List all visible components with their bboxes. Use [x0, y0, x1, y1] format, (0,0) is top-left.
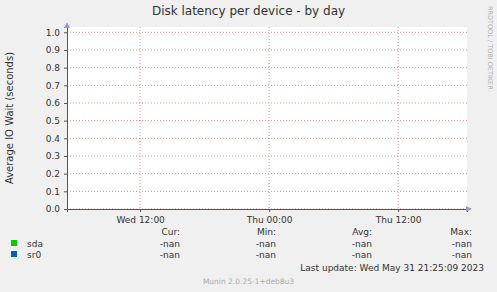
y-tick-mark [64, 68, 67, 69]
y-grid-line [67, 85, 467, 86]
y-tick-mark [64, 156, 67, 157]
x-axis-arrow [466, 206, 472, 212]
y-tick: 0.1 [46, 187, 67, 197]
y-tick: 0.4 [46, 134, 67, 144]
y-axis-line [64, 28, 68, 210]
y-tick-mark [64, 138, 67, 139]
legend-entry: sda [27, 239, 43, 249]
title: Disk latency per device - by day [152, 4, 345, 18]
y-tick: 0.9 [46, 45, 67, 55]
y-tick: 0.3 [46, 151, 67, 161]
x-grid-line [140, 27, 141, 209]
legend-stat: -nan [452, 239, 472, 249]
y-tick-label: 1.0 [46, 28, 61, 38]
y-tick-mark [64, 32, 67, 33]
y-tick-label: 0.3 [46, 151, 60, 161]
y-axis-arrow [64, 22, 70, 28]
y-grid-line [67, 173, 467, 174]
y-tick-mark [64, 85, 67, 86]
legend: Cur:Min:Avg:Max:sda-nan-nan-nan-nansr0-n… [11, 227, 472, 260]
legend-swatch [11, 240, 17, 246]
y-grid-line [67, 49, 467, 50]
y-grid-line [67, 120, 467, 121]
legend-column-header: Cur: [161, 227, 180, 237]
chart: Disk latency per device - by day RRDTOOL … [0, 0, 497, 292]
x-grid-line [269, 27, 270, 209]
y-axis: 0.0 0.1 0.2 0.3 0.4 0.5 0.6 0.7 0.8 0.9 1.0 [46, 28, 68, 215]
x-tick: Thu 00:00 [246, 209, 293, 225]
y-tick-mark [64, 50, 67, 51]
x-axis-line [68, 210, 468, 213]
y-tick-mark [64, 174, 67, 175]
x-tick: Wed 12:00 [116, 209, 165, 225]
grid [67, 27, 467, 209]
y-grid-line [67, 155, 467, 156]
footer: Munin 2.0.25-1+deb8u3 [203, 277, 294, 286]
x-grid-line [398, 27, 399, 209]
y-tick-label: 0.6 [46, 98, 61, 108]
legend-column-header: Avg: [352, 227, 372, 237]
y-tick: 0.7 [46, 81, 67, 91]
y-tick-mark [64, 191, 67, 192]
legend-entry: sr0 [27, 250, 41, 260]
x-tick: Thu 12:00 [375, 209, 422, 225]
x-tick-mark [140, 209, 141, 212]
y-tick: 1.0 [46, 28, 67, 38]
y-tick-label: 0.5 [46, 116, 60, 126]
background [0, 0, 497, 292]
y-tick-label: 0.8 [46, 63, 61, 73]
y-tick: 0.6 [46, 98, 67, 108]
y-axis-title: Average IO Wait (seconds) [4, 52, 15, 184]
y-tick-mark [64, 103, 67, 104]
y-tick: 0.2 [46, 169, 67, 179]
y-grid-line [67, 138, 467, 139]
watermark: RRDTOOL / TOBI OETIKER [486, 6, 494, 90]
y-tick: 0.5 [46, 116, 67, 126]
x-axis: Wed 12:00 Thu 00:00 Thu 12:00 [68, 209, 468, 225]
legend-stat: -nan [352, 250, 372, 260]
legend-swatch [11, 251, 17, 257]
y-tick-label: 0.2 [46, 169, 60, 179]
y-tick-label: 0.4 [46, 134, 61, 144]
x-tick-mark [398, 209, 399, 212]
y-grid-line [67, 102, 467, 103]
legend-column-header: Max: [450, 227, 472, 237]
y-tick: 0.8 [46, 63, 67, 73]
legend-stat: -nan [352, 239, 372, 249]
y-grid-line [67, 32, 467, 33]
y-grid-line [67, 67, 467, 68]
y-tick-label: 0.9 [46, 45, 61, 55]
y-tick-label: 0.0 [46, 204, 61, 214]
y-tick-label: 0.7 [46, 81, 60, 91]
plot-area [67, 27, 467, 209]
x-tick-label: Wed 12:00 [116, 215, 165, 225]
y-tick: 0.0 [46, 204, 67, 214]
y-tick-mark [64, 121, 67, 122]
x-tick-label: Thu 12:00 [375, 215, 422, 225]
legend-stat: -nan [256, 250, 276, 260]
legend-stat: -nan [256, 239, 276, 249]
last-update: Last update: Wed May 31 21:25:09 2023 [300, 263, 484, 273]
legend-stat: -nan [452, 250, 472, 260]
y-tick-mark [64, 209, 67, 210]
legend-column-header: Min: [257, 227, 276, 237]
y-grid-line [67, 191, 467, 192]
legend-stat: -nan [160, 239, 180, 249]
legend-stat: -nan [160, 250, 180, 260]
y-tick-label: 0.1 [46, 187, 60, 197]
x-tick-mark [269, 209, 270, 212]
x-tick-label: Thu 00:00 [246, 215, 293, 225]
